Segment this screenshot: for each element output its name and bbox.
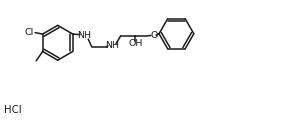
Text: Cl: Cl (24, 28, 33, 37)
Text: HCl: HCl (5, 105, 22, 115)
Text: NH: NH (77, 31, 91, 40)
Text: NH: NH (105, 41, 119, 50)
Text: O: O (150, 31, 157, 40)
Text: OH: OH (128, 39, 142, 48)
